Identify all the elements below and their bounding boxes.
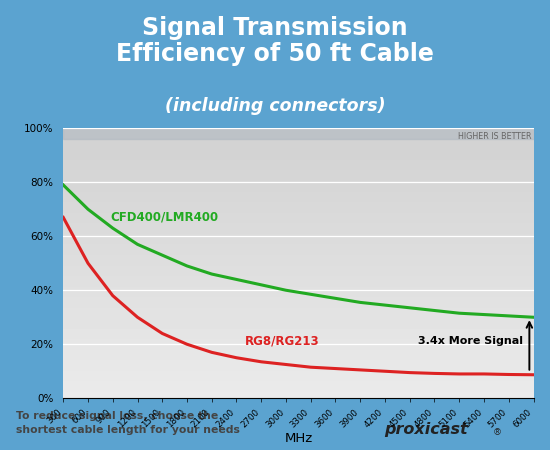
Bar — [63, 128, 534, 139]
Text: 3.4x More Signal: 3.4x More Signal — [418, 336, 522, 346]
Text: RG8/RG213: RG8/RG213 — [245, 334, 320, 347]
Text: (including connectors): (including connectors) — [164, 98, 386, 116]
Text: proxicast: proxicast — [384, 422, 468, 437]
Text: Signal Transmission
Efficiency of 50 ft Cable: Signal Transmission Efficiency of 50 ft … — [116, 16, 434, 67]
Text: To reduce signal loss, choose the
shortest cable length for your needs: To reduce signal loss, choose the shorte… — [16, 411, 240, 435]
Text: CFD400/LMR400: CFD400/LMR400 — [110, 210, 218, 223]
Text: HIGHER IS BETTER: HIGHER IS BETTER — [458, 132, 532, 141]
Text: ®: ® — [492, 428, 501, 437]
X-axis label: MHz: MHz — [284, 432, 312, 445]
